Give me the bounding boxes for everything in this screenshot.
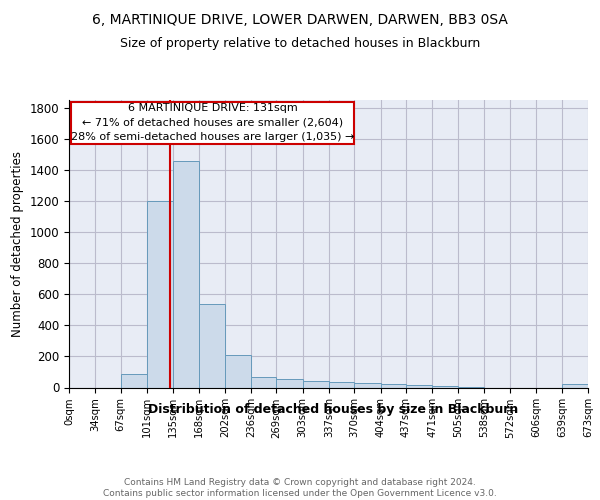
Bar bbox=[71, 102, 355, 143]
Bar bbox=[225, 355, 251, 388]
Text: Size of property relative to detached houses in Blackburn: Size of property relative to detached ho… bbox=[120, 38, 480, 51]
Bar bbox=[329, 382, 355, 388]
Bar bbox=[277, 379, 302, 388]
Bar bbox=[121, 374, 147, 388]
Text: Contains HM Land Registry data © Crown copyright and database right 2024.
Contai: Contains HM Land Registry data © Crown c… bbox=[103, 478, 497, 498]
Y-axis label: Number of detached properties: Number of detached properties bbox=[11, 151, 24, 337]
Bar bbox=[406, 384, 432, 388]
Bar bbox=[458, 386, 484, 388]
Bar bbox=[355, 383, 380, 388]
Bar bbox=[199, 304, 225, 388]
Bar bbox=[432, 386, 458, 388]
Text: 6, MARTINIQUE DRIVE, LOWER DARWEN, DARWEN, BB3 0SA: 6, MARTINIQUE DRIVE, LOWER DARWEN, DARWE… bbox=[92, 12, 508, 26]
Bar bbox=[302, 380, 329, 388]
Bar bbox=[147, 201, 173, 388]
Bar bbox=[562, 384, 588, 388]
Text: Distribution of detached houses by size in Blackburn: Distribution of detached houses by size … bbox=[148, 402, 518, 415]
Bar bbox=[380, 384, 406, 388]
Text: 6 MARTINIQUE DRIVE: 131sqm
← 71% of detached houses are smaller (2,604)
28% of s: 6 MARTINIQUE DRIVE: 131sqm ← 71% of deta… bbox=[71, 102, 354, 142]
Bar bbox=[173, 160, 199, 388]
Bar bbox=[251, 376, 277, 388]
